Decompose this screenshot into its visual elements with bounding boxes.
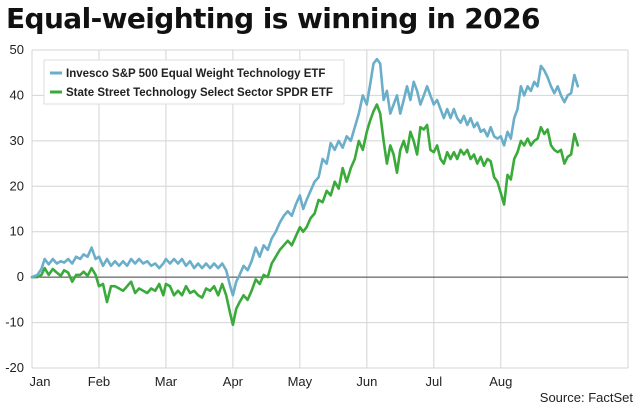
y-tick-label: 20 [10, 178, 24, 193]
y-tick-label: 10 [10, 224, 24, 239]
x-tick-label: Mar [155, 374, 178, 389]
x-tick-label: May [288, 374, 313, 389]
y-tick-label: 0 [17, 269, 24, 284]
y-tick-label: 40 [10, 87, 24, 102]
y-tick-label: 30 [10, 133, 24, 148]
series-line-0 [30, 57, 580, 297]
legend-label-1: State Street Technology Select Sector SP… [66, 87, 333, 99]
x-tick-label: Aug [489, 374, 512, 389]
source-label: Source: FactSet [540, 390, 634, 405]
y-tick-label: -10 [5, 315, 24, 330]
legend-label-0: Invesco S&P 500 Equal Weight Technology … [66, 68, 325, 80]
y-tick-label: 50 [10, 42, 24, 57]
x-tick-label: Feb [88, 374, 110, 389]
series-layer [30, 57, 580, 327]
x-tick-label: Jun [356, 374, 377, 389]
legend-layer: Invesco S&P 500 Equal Weight Technology … [43, 59, 345, 105]
x-tick-label: Apr [223, 374, 244, 389]
legend-box [43, 59, 345, 105]
series-line-1 [30, 103, 580, 327]
chart-title: Equal-weighting is winning in 2026 [6, 2, 540, 35]
axis-layer: -20 -10 0 10 20 30 40 50 Jan Feb Mar Apr May Jun Jul Au… [5, 42, 512, 389]
y-tick-label: -20 [5, 360, 24, 375]
x-tick-label: Jan [30, 374, 51, 389]
x-tick-label: Jul [425, 374, 442, 389]
